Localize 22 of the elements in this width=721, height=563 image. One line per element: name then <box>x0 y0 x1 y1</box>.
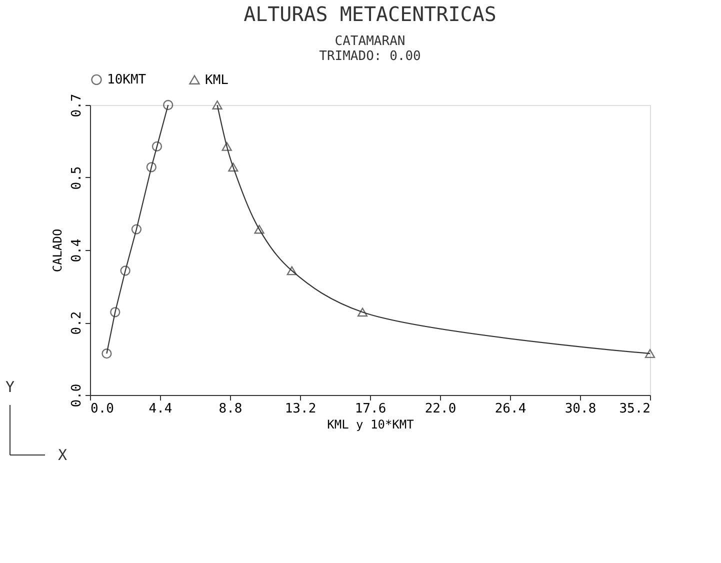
y-tick-label: 0.7 <box>70 94 84 118</box>
x-tick-label: 35.2 <box>619 402 650 416</box>
y-tick-label: 0.2 <box>70 311 84 335</box>
y-tick-label: 0.5 <box>70 166 84 190</box>
x-tick-label: 26.4 <box>494 402 526 416</box>
x-tick-label: 0.0 <box>90 402 114 416</box>
x-tick-label: 17.6 <box>354 402 386 416</box>
y-tick-label: 0.4 <box>70 238 84 262</box>
y-axis-title: CALADO <box>50 228 64 272</box>
x-tick-label: 4.4 <box>148 402 172 416</box>
legend-label: KML <box>205 72 229 88</box>
x-tick-label: 30.8 <box>564 402 596 416</box>
chart-title: ALTURAS METACENTRICAS <box>244 2 496 26</box>
text: X <box>58 446 68 464</box>
chart-subtitle: CATAMARAN <box>334 34 406 49</box>
text: TRIMADO: 0.00 <box>319 49 421 64</box>
x-tick-label: 13.2 <box>284 402 316 416</box>
x-tick-label: 8.8 <box>218 402 242 416</box>
x-axis-title: KML y 10*KMT <box>327 418 414 432</box>
x-tick-label: 22.0 <box>424 402 456 416</box>
legend-label: 10KMT <box>107 72 146 88</box>
text: Y <box>5 378 15 396</box>
